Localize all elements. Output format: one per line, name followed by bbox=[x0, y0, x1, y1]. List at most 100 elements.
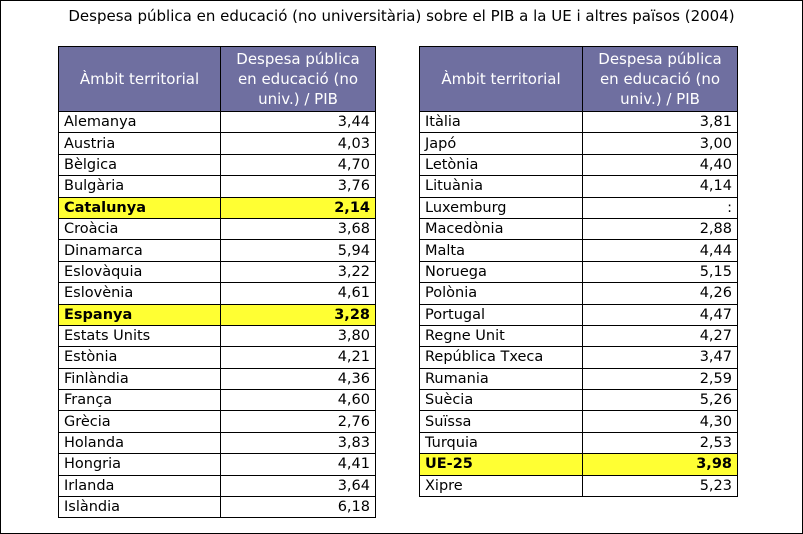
value-cell: 3,80 bbox=[220, 324, 376, 348]
territory-cell: Bulgària bbox=[58, 175, 221, 198]
territory-cell: Dinamarca bbox=[58, 239, 221, 262]
value-cell: 4,30 bbox=[582, 410, 738, 433]
table-row: Finlàndia 4,36 bbox=[58, 367, 376, 391]
table-row: Bèlgica 4,70 bbox=[58, 153, 376, 177]
value-cell: 3,64 bbox=[220, 474, 376, 498]
value-cell: 4,41 bbox=[220, 453, 376, 476]
territory-cell: Croàcia bbox=[58, 217, 221, 241]
value-cell: 3,28 bbox=[220, 303, 376, 326]
table-row: Portugal 4,47 bbox=[419, 303, 738, 326]
table-row: Turquia 2,53 bbox=[419, 431, 738, 455]
territory-cell: Hongria bbox=[58, 453, 221, 476]
value-cell: 4,21 bbox=[220, 346, 376, 369]
territory-cell: Eslovàquia bbox=[58, 260, 221, 284]
table-row: Japó 3,00 bbox=[419, 132, 738, 155]
territory-cell: Espanya bbox=[58, 303, 221, 326]
value-cell: 4,44 bbox=[582, 239, 738, 262]
value-cell: 4,40 bbox=[582, 153, 738, 177]
territory-cell: Lituània bbox=[419, 175, 583, 198]
table-row: Suècia 5,26 bbox=[419, 389, 738, 412]
value-cell: 4,47 bbox=[582, 303, 738, 326]
territory-cell: Luxemburg bbox=[419, 196, 583, 219]
value-cell: 3,22 bbox=[220, 260, 376, 284]
table-row: Dinamarca 5,94 bbox=[58, 239, 376, 262]
territory-cell: Xipre bbox=[419, 474, 583, 498]
territory-cell: Estats Units bbox=[58, 324, 221, 348]
column-header-territory: Àmbit territorial bbox=[419, 46, 583, 112]
value-cell: 2,53 bbox=[582, 431, 738, 455]
table-row: Estats Units 3,80 bbox=[58, 324, 376, 348]
value-cell: 2,59 bbox=[582, 367, 738, 391]
data-table-left: Àmbit territorial Despesa pública en edu… bbox=[58, 46, 376, 519]
value-cell: 3,00 bbox=[582, 132, 738, 155]
territory-cell: Turquia bbox=[419, 431, 583, 455]
value-cell: 3,98 bbox=[582, 453, 738, 476]
territory-cell: Islàndia bbox=[58, 496, 221, 519]
territory-cell: Eslovènia bbox=[58, 282, 221, 305]
value-cell: 3,47 bbox=[582, 346, 738, 369]
table-row: República Txeca 3,47 bbox=[419, 346, 738, 369]
table-row: Macedònia 2,88 bbox=[419, 217, 738, 241]
table-row: Itàlia 3,81 bbox=[419, 110, 738, 134]
value-cell: 4,36 bbox=[220, 367, 376, 391]
territory-cell: Catalunya bbox=[58, 196, 221, 219]
table-header-row: Àmbit territorial Despesa pública en edu… bbox=[419, 46, 738, 112]
page-title: Despesa pública en educació (no universi… bbox=[68, 7, 735, 25]
value-cell: 6,18 bbox=[220, 496, 376, 519]
value-cell: 2,14 bbox=[220, 196, 376, 219]
table-row: UE-25 3,98 bbox=[419, 453, 738, 476]
table-row: Bulgària 3,76 bbox=[58, 175, 376, 198]
value-cell: 5,15 bbox=[582, 260, 738, 284]
table-row: Holanda 3,83 bbox=[58, 431, 376, 455]
value-cell: 4,03 bbox=[220, 132, 376, 155]
table-row: Rumania 2,59 bbox=[419, 367, 738, 391]
column-header-value: Despesa pública en educació (no univ.) /… bbox=[220, 46, 376, 112]
value-cell: 5,23 bbox=[582, 474, 738, 498]
table-row: Croàcia 3,68 bbox=[58, 217, 376, 241]
territory-cell: Alemanya bbox=[58, 110, 221, 134]
territory-cell: Noruega bbox=[419, 260, 583, 284]
value-cell: 3,83 bbox=[220, 431, 376, 455]
value-cell: 4,26 bbox=[582, 282, 738, 305]
territory-cell: Polònia bbox=[419, 282, 583, 305]
table-row: Luxemburg: bbox=[419, 196, 738, 219]
value-cell: 4,70 bbox=[220, 153, 376, 177]
territory-cell: Grècia bbox=[58, 410, 221, 433]
table-row: Noruega 5,15 bbox=[419, 260, 738, 284]
table-row: Lituània 4,14 bbox=[419, 175, 738, 198]
territory-cell: UE-25 bbox=[419, 453, 583, 476]
table-row: Espanya 3,28 bbox=[58, 303, 376, 326]
table-row: Polònia 4,26 bbox=[419, 282, 738, 305]
territory-cell: Suïssa bbox=[419, 410, 583, 433]
value-cell: 5,94 bbox=[220, 239, 376, 262]
table-header-row: Àmbit territorial Despesa pública en edu… bbox=[58, 46, 376, 112]
territory-cell: Rumania bbox=[419, 367, 583, 391]
table-row: Estònia 4,21 bbox=[58, 346, 376, 369]
territory-cell: Japó bbox=[419, 132, 583, 155]
territory-cell: Letònia bbox=[419, 153, 583, 177]
territory-cell: Regne Unit bbox=[419, 324, 583, 348]
territory-cell: República Txeca bbox=[419, 346, 583, 369]
table-row: Irlanda 3,64 bbox=[58, 474, 376, 498]
column-header-value: Despesa pública en educació (no univ.) /… bbox=[582, 46, 738, 112]
territory-cell: Portugal bbox=[419, 303, 583, 326]
value-cell: 4,27 bbox=[582, 324, 738, 348]
territory-cell: Macedònia bbox=[419, 217, 583, 241]
value-cell: 2,76 bbox=[220, 410, 376, 433]
value-cell: 3,68 bbox=[220, 217, 376, 241]
table-row: Islàndia 6,18 bbox=[58, 496, 376, 519]
table-body-left: Alemanya 3,44 Austria 4,03 Bèlgica 4,70 Bulgàr… bbox=[58, 110, 376, 519]
territory-cell: Irlanda bbox=[58, 474, 221, 498]
territory-cell: França bbox=[58, 389, 221, 412]
value-cell: 2,88 bbox=[582, 217, 738, 241]
table-row: Regne Unit 4,27 bbox=[419, 324, 738, 348]
value-cell: 5,26 bbox=[582, 389, 738, 412]
territory-cell: Bèlgica bbox=[58, 153, 221, 177]
table-row: Eslovènia 4,61 bbox=[58, 282, 376, 305]
territory-cell: Finlàndia bbox=[58, 367, 221, 391]
territory-cell: Suècia bbox=[419, 389, 583, 412]
territory-cell: Estònia bbox=[58, 346, 221, 369]
table-row: Grècia 2,76 bbox=[58, 410, 376, 433]
value-cell: 3,76 bbox=[220, 175, 376, 198]
table-row: França 4,60 bbox=[58, 389, 376, 412]
